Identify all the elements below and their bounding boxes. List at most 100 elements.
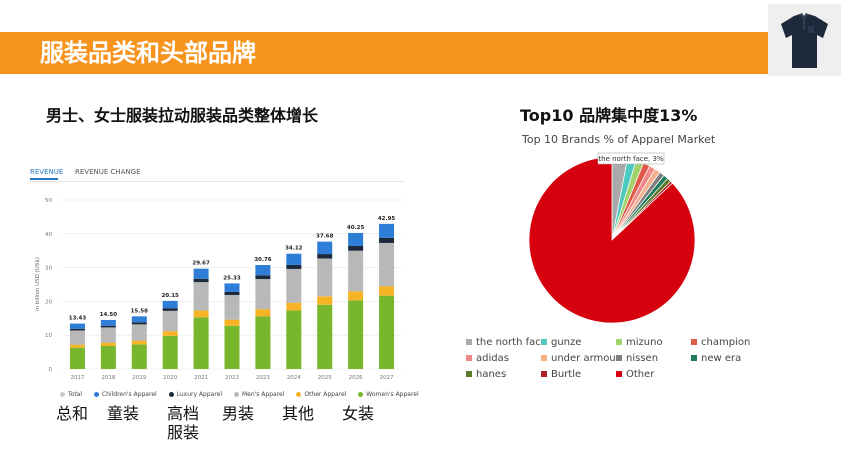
bar-segment[interactable] (193, 278, 209, 283)
bar-segment[interactable] (379, 242, 395, 287)
bar-segment[interactable] (193, 310, 209, 318)
bar-segment[interactable] (317, 296, 333, 305)
tab-revenue-change[interactable]: REVENUE CHANGE (75, 168, 141, 176)
bar-segment[interactable] (286, 310, 302, 369)
bar-segment[interactable] (131, 344, 147, 369)
pie-legend-item[interactable]: champion (691, 337, 750, 348)
bar-segment[interactable] (348, 245, 364, 251)
pie-legend-label: champion (701, 337, 751, 348)
label-luxury-cn-line2: 服装 (167, 423, 200, 442)
bar-segment[interactable] (131, 324, 147, 341)
bar-segment[interactable] (224, 294, 240, 320)
bar-segment[interactable] (162, 308, 178, 311)
x-tick-label: 2026 (349, 375, 363, 381)
bar-segment[interactable] (193, 282, 209, 311)
pie-legend-item[interactable]: the north face (466, 337, 547, 348)
bar-segment[interactable] (69, 344, 85, 348)
bar-segment[interactable] (69, 347, 85, 369)
bar-segment[interactable] (193, 317, 209, 369)
pie-legend-label: Other (626, 369, 655, 380)
bar-segment[interactable] (348, 291, 364, 301)
bar-segment[interactable] (69, 330, 85, 345)
legend-item-total[interactable]: Total (60, 391, 82, 398)
pie-legend-item[interactable]: gunze (541, 337, 581, 348)
x-tick-label: 2018 (101, 375, 115, 381)
bar-segment[interactable] (162, 331, 178, 336)
left-heading: 男士、女士服装拉动服装品类整体增长 (46, 106, 319, 125)
pie-legend-item[interactable]: new era (691, 353, 741, 364)
pie-legend-item[interactable]: hanes (466, 369, 506, 380)
total-label: 14.50 (100, 312, 118, 318)
legend-label-other: Other Apparel (304, 391, 347, 398)
pie-legend-label: adidas (476, 353, 509, 364)
bar-segment[interactable] (131, 322, 147, 325)
pie-legend: the north face gunze mizuno champion adi… (466, 337, 766, 387)
bar-segment[interactable] (69, 323, 85, 329)
bar-segment[interactable] (69, 328, 85, 331)
y-tick-label: 0 (49, 367, 53, 373)
pie-slice[interactable] (528, 156, 696, 324)
pie-legend-label: hanes (476, 369, 507, 380)
y-tick-label: 10 (45, 333, 52, 339)
bar-segment[interactable] (100, 327, 116, 343)
pie-legend-label: new era (701, 353, 742, 364)
bar-legend: Total Children's Apparel Luxury Apparel … (60, 391, 419, 398)
bar-segment[interactable] (193, 268, 209, 279)
bar-segment[interactable] (379, 295, 395, 369)
bar-segment[interactable] (255, 265, 271, 276)
pie-legend-item[interactable]: nissen (616, 353, 658, 364)
bar-segment[interactable] (224, 325, 240, 369)
bar-segment[interactable] (224, 283, 240, 292)
slide-title: 服装品类和头部品牌 (40, 39, 256, 67)
bar-segment[interactable] (286, 253, 302, 265)
pie-legend-item[interactable]: under armour (541, 353, 620, 364)
legend-item-luxury[interactable]: Luxury Apparel (168, 391, 222, 398)
legend-item-children[interactable]: Children's Apparel (93, 391, 157, 398)
bar-segment[interactable] (317, 241, 333, 255)
bar-segment[interactable] (224, 291, 240, 295)
pie-legend-label: Burtle (551, 369, 582, 380)
pie-legend-item[interactable]: mizuno (616, 337, 663, 348)
legend-item-men[interactable]: Men's Apparel (233, 391, 285, 398)
x-tick-label: 2021 (194, 375, 208, 381)
bar-segment[interactable] (162, 335, 178, 369)
label-other-cn: 其他 (282, 404, 315, 423)
bar-segment[interactable] (255, 316, 271, 369)
bar-segment[interactable] (286, 302, 302, 311)
pie-legend-item[interactable]: Other (616, 369, 654, 380)
bar-segment[interactable] (379, 223, 395, 238)
label-children-cn: 童装 (107, 404, 140, 423)
tab-revenue[interactable]: REVENUE (30, 168, 64, 176)
pie-annotation: the north face, 3% (598, 155, 664, 163)
bar-segment[interactable] (131, 316, 147, 323)
bar-segment[interactable] (100, 319, 116, 326)
bar-segment[interactable] (255, 279, 271, 310)
bar-segment[interactable] (100, 342, 116, 347)
bar-segment[interactable] (162, 300, 178, 309)
bar-segment[interactable] (162, 310, 178, 332)
bar-segment[interactable] (255, 309, 271, 317)
bar-segment[interactable] (379, 237, 395, 243)
bar-segment[interactable] (317, 254, 333, 259)
bar-segment[interactable] (286, 264, 302, 269)
pie-legend-item[interactable]: Burtle (541, 369, 581, 380)
bar-segment[interactable] (348, 232, 364, 246)
bar-segment[interactable] (317, 304, 333, 369)
bar-segment[interactable] (100, 325, 116, 328)
y-tick-label: 40 (45, 232, 52, 238)
bar-segment[interactable] (348, 250, 364, 292)
legend-item-other[interactable]: Other Apparel (296, 391, 346, 398)
bar-segment[interactable] (317, 258, 333, 297)
bar-segment[interactable] (131, 340, 147, 345)
bar-segment[interactable] (255, 275, 271, 280)
bar-segment[interactable] (348, 300, 364, 369)
bar-segment[interactable] (379, 286, 395, 296)
bar-segment[interactable] (286, 268, 302, 303)
bar-segment[interactable] (100, 346, 116, 369)
pie-legend-item[interactable]: adidas (466, 353, 509, 364)
total-label: 40.25 (347, 225, 365, 231)
legend-item-women[interactable]: Women's Apparel (358, 391, 419, 398)
bar-segment[interactable] (224, 319, 240, 326)
brand-pie-chart: the north face, 3% (528, 152, 696, 324)
legend-label-men: Men's Apparel (241, 391, 285, 398)
